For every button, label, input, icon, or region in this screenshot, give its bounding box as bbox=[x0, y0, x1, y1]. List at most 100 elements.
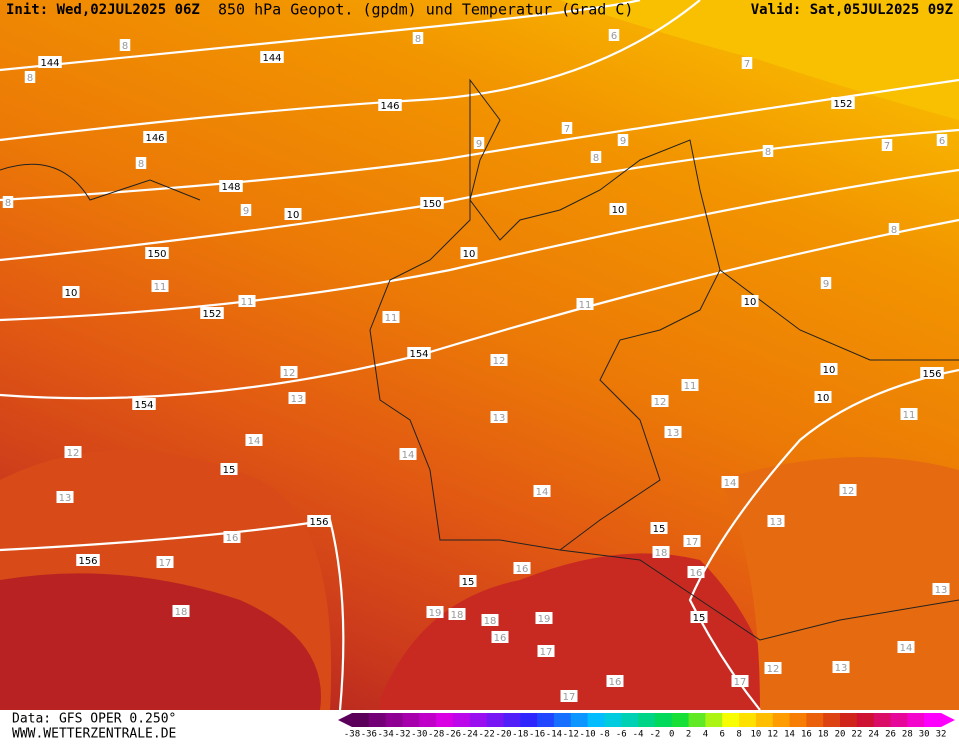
label-box bbox=[459, 575, 477, 587]
label-box bbox=[767, 515, 785, 527]
label-box bbox=[490, 411, 508, 423]
contour-label: 6 bbox=[611, 31, 617, 42]
contour-label: 10 bbox=[744, 297, 757, 308]
colorbar-label: -22 bbox=[478, 730, 494, 740]
colorbar-swatch bbox=[890, 713, 908, 727]
label-box bbox=[888, 223, 900, 235]
contour-label: 17 bbox=[540, 647, 553, 658]
colorbar-label: -38 bbox=[344, 730, 360, 740]
contour-label: 18 bbox=[175, 607, 188, 618]
colorbar-label: -4 bbox=[633, 730, 644, 740]
colorbar-label: 20 bbox=[835, 730, 846, 740]
data-source: Data: GFS OPER 0.250° bbox=[12, 712, 176, 727]
contour-label: 8 bbox=[765, 147, 771, 158]
label-box bbox=[135, 157, 147, 169]
contour-label: 12 bbox=[283, 368, 296, 379]
label-box bbox=[119, 39, 131, 51]
colorbar-label: 30 bbox=[919, 730, 930, 740]
contour-label: 146 bbox=[145, 133, 164, 144]
colorbar-swatch bbox=[503, 713, 521, 727]
colorbar-label: -26 bbox=[445, 730, 461, 740]
contour-label: 10 bbox=[823, 365, 836, 376]
colorbar-swatch bbox=[722, 713, 740, 727]
label-box bbox=[151, 280, 169, 292]
colorbar-label: -16 bbox=[529, 730, 545, 740]
contour-label: 7 bbox=[884, 141, 890, 152]
contour-label: 17 bbox=[734, 677, 747, 688]
contour-label: 14 bbox=[724, 478, 737, 489]
colorbar-label: 14 bbox=[784, 730, 795, 740]
colorbar-label: -12 bbox=[563, 730, 579, 740]
label-box bbox=[288, 392, 306, 404]
colorbar-label: -8 bbox=[599, 730, 610, 740]
label-box bbox=[900, 408, 918, 420]
label-box bbox=[460, 247, 478, 259]
label-box bbox=[513, 562, 531, 574]
colorbar-swatch bbox=[907, 713, 925, 727]
colorbar-label: 28 bbox=[902, 730, 913, 740]
label-box bbox=[839, 484, 857, 496]
contour-label: 13 bbox=[291, 394, 304, 405]
colorbar-label: -18 bbox=[512, 730, 528, 740]
colorbar-swatch bbox=[553, 713, 572, 727]
label-box bbox=[832, 661, 850, 673]
colorbar-swatch bbox=[806, 713, 824, 727]
label-box bbox=[651, 395, 669, 407]
contour-label: 150 bbox=[422, 199, 441, 210]
label-box bbox=[145, 247, 169, 259]
contour-label: 8 bbox=[5, 198, 11, 209]
label-box bbox=[561, 122, 573, 134]
colorbar-swatch bbox=[385, 713, 403, 727]
contour-label: 17 bbox=[563, 692, 576, 703]
contour-label: 154 bbox=[409, 349, 428, 360]
contour-label: 12 bbox=[493, 356, 506, 367]
colorbar-label: -2 bbox=[649, 730, 660, 740]
colorbar-label: 26 bbox=[885, 730, 896, 740]
colorbar-swatch bbox=[587, 713, 605, 727]
colorbar-swatch bbox=[654, 713, 673, 727]
label-box bbox=[420, 197, 444, 209]
contour-label: 152 bbox=[833, 99, 852, 110]
contour-label: 15 bbox=[693, 613, 706, 624]
colorbar-swatch bbox=[469, 713, 488, 727]
isohypse bbox=[0, 218, 959, 400]
label-box bbox=[608, 29, 620, 41]
valid-time: Valid: Sat,05JUL2025 09Z bbox=[751, 2, 953, 18]
label-box bbox=[219, 180, 243, 192]
label-box bbox=[382, 311, 400, 323]
contour-label: 13 bbox=[59, 493, 72, 504]
colorbar-swatch bbox=[368, 713, 387, 727]
country-border bbox=[719, 269, 959, 361]
colorbar-label: 8 bbox=[736, 730, 741, 740]
isohypse bbox=[688, 368, 959, 711]
label-box bbox=[407, 347, 431, 359]
contour-label: 9 bbox=[620, 136, 626, 147]
contour-label: 13 bbox=[770, 517, 783, 528]
contour-label: 18 bbox=[484, 616, 497, 627]
contour-label: 10 bbox=[287, 210, 300, 221]
contour-label: 12 bbox=[654, 397, 667, 408]
label-box bbox=[238, 295, 256, 307]
country-border bbox=[369, 78, 721, 551]
contour-label: 13 bbox=[667, 428, 680, 439]
colorbar-arrow bbox=[338, 713, 352, 727]
label-box bbox=[38, 56, 62, 68]
label-box bbox=[609, 203, 627, 215]
label-box bbox=[280, 366, 298, 378]
label-box bbox=[378, 99, 402, 111]
label-box bbox=[831, 97, 855, 109]
map-area: 144 1441461461481501501521521541541561561… bbox=[0, 0, 959, 711]
contour-label: 10 bbox=[463, 249, 476, 260]
contour-label: 17 bbox=[686, 537, 699, 548]
label-box bbox=[721, 476, 739, 488]
contour-label: 16 bbox=[494, 633, 507, 644]
contour-label: 13 bbox=[935, 585, 948, 596]
contour-label: 156 bbox=[922, 369, 941, 380]
contour-label: 148 bbox=[221, 182, 240, 193]
isohypse bbox=[0, 0, 701, 142]
contour-label: 9 bbox=[823, 279, 829, 290]
contour-label: 15 bbox=[653, 524, 666, 535]
label-box bbox=[576, 298, 594, 310]
isohypses bbox=[0, 0, 959, 710]
label-box bbox=[473, 137, 485, 149]
